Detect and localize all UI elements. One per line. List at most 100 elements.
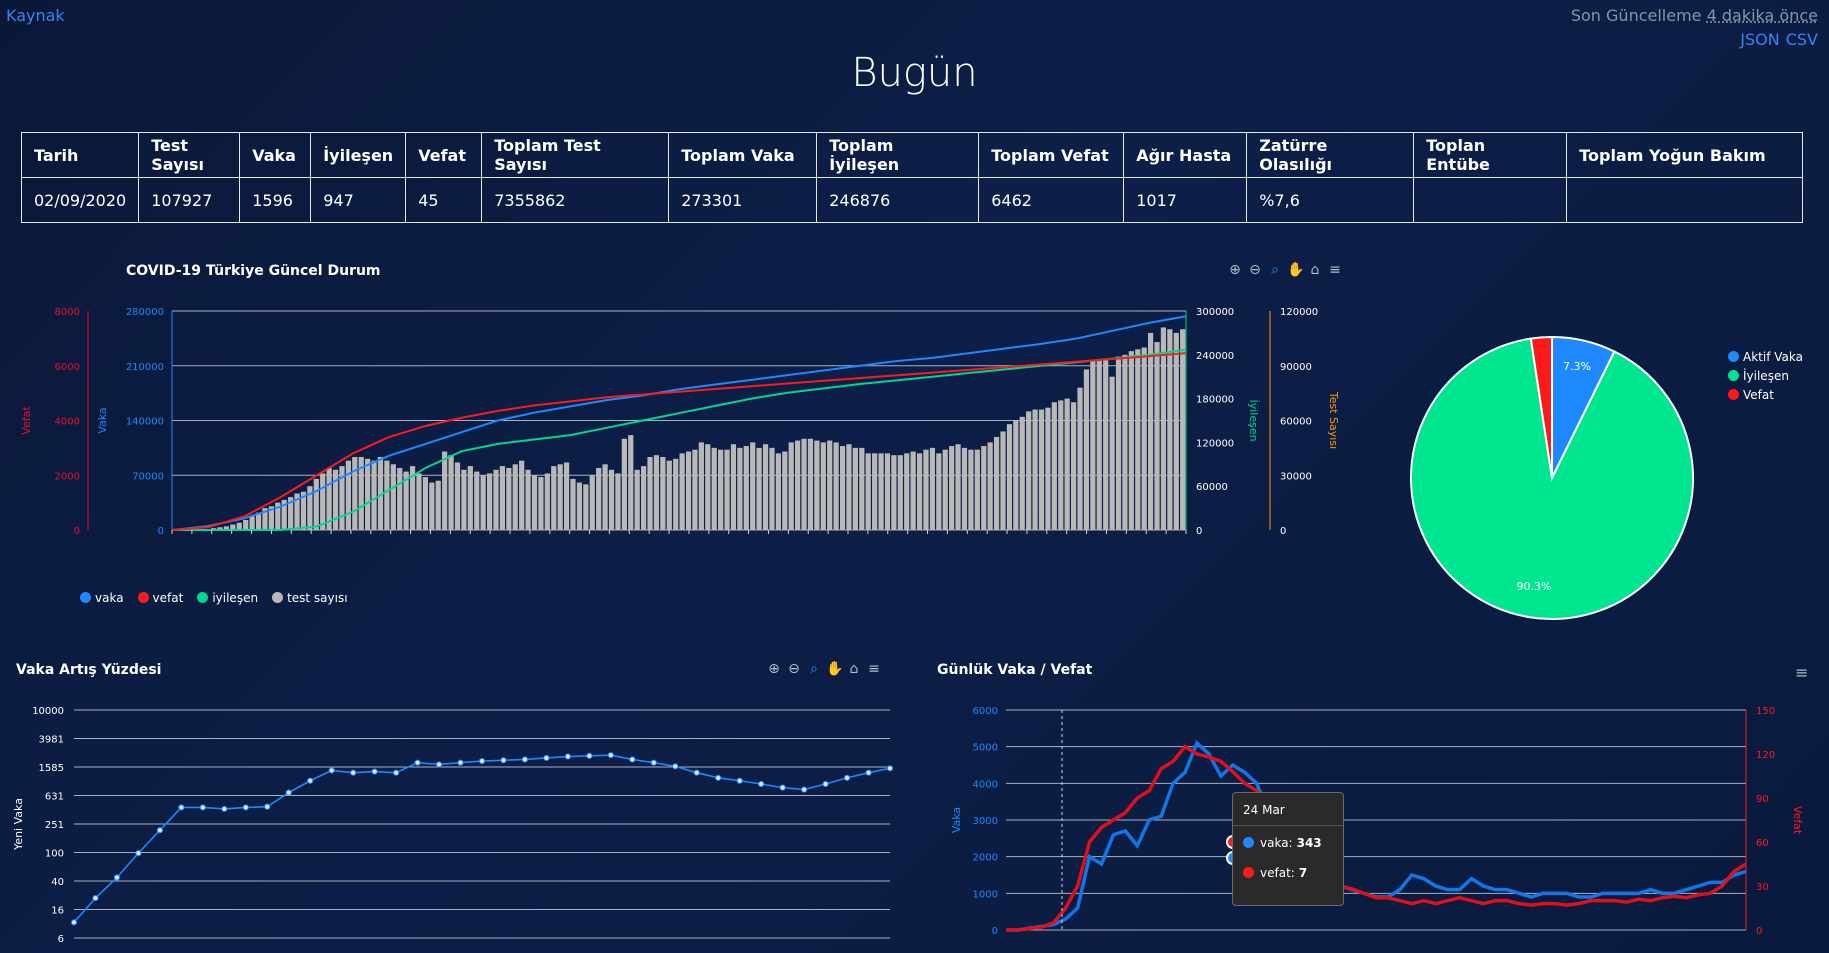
th-total-tests: Toplam Test Sayısı: [481, 132, 670, 178]
csv-link[interactable]: CSV: [1785, 30, 1818, 49]
tick-vaka: 70000: [132, 471, 164, 482]
zoom-select-icon[interactable]: ⌕: [1271, 262, 1279, 278]
bar-test: [1058, 400, 1064, 530]
bar-test: [1154, 342, 1160, 530]
legend-vefat[interactable]: vefat: [137, 591, 183, 605]
th-icu: Toplam Yoğun Bakım: [1566, 132, 1803, 178]
tick-growth: 16: [51, 906, 64, 917]
bar-test: [827, 440, 833, 530]
bar-test: [1070, 402, 1077, 530]
tick-vaka: 4000: [973, 779, 998, 790]
point-growth: [564, 753, 571, 760]
tick-vaka: 1000: [973, 889, 998, 900]
daily-ylabel-right: Vefat: [1791, 806, 1804, 835]
legend-test[interactable]: test sayısı: [272, 591, 348, 605]
point-growth: [715, 774, 722, 781]
tick-vaka: 3000: [973, 816, 998, 827]
bar-test: [884, 453, 891, 530]
bar-test: [429, 482, 435, 530]
bar-test: [660, 457, 666, 530]
th-total-cases: Toplam Vaka: [668, 132, 818, 178]
bar-test: [570, 478, 576, 530]
bar-test: [339, 466, 345, 530]
point-growth: [199, 804, 206, 811]
bar-test: [897, 455, 903, 530]
bar-test: [531, 475, 538, 530]
bar-test: [904, 453, 910, 530]
bar-test: [249, 516, 255, 530]
zoom-in-icon[interactable]: ⊕: [1229, 262, 1241, 278]
pie-legend-deaths[interactable]: Vefat: [1728, 388, 1803, 402]
menu-icon[interactable]: ≡: [1329, 262, 1341, 278]
line-iyilesen: [172, 348, 1187, 531]
reset-home-icon[interactable]: ⌂: [849, 661, 859, 677]
tick-vaka: 140000: [126, 417, 164, 428]
bar-test: [474, 471, 480, 530]
zoom-out-icon[interactable]: ⊖: [788, 661, 800, 677]
bar-test: [1083, 369, 1090, 530]
pan-hand-icon[interactable]: ✋: [826, 661, 844, 677]
bar-test: [1135, 349, 1141, 530]
tick-vaka: 2000: [973, 853, 998, 864]
zoom-select-icon[interactable]: ⌕: [810, 661, 818, 677]
bar-test: [666, 460, 672, 530]
bar-test: [1032, 409, 1038, 530]
bar-test: [499, 466, 506, 530]
bar-test: [1128, 351, 1134, 530]
bar-test: [1173, 332, 1179, 530]
main-chart-title: COVID-19 Türkiye Güncel Durum: [126, 263, 381, 279]
bar-test: [589, 475, 595, 530]
bar-test: [377, 457, 384, 530]
bar-test: [358, 457, 364, 530]
bar-test: [300, 491, 307, 530]
main-chart-legend: vaka vefat iyileşen test sayısı: [80, 591, 348, 605]
zoom-out-icon[interactable]: ⊖: [1249, 262, 1261, 278]
bar-test: [916, 453, 923, 530]
bar-test: [628, 435, 634, 530]
bar-test: [294, 493, 300, 530]
tick-growth: 40: [51, 877, 64, 888]
point-growth: [414, 759, 421, 766]
bar-test: [846, 444, 852, 530]
point-growth: [886, 765, 894, 772]
legend-vaka[interactable]: vaka: [80, 591, 124, 605]
bar-test: [596, 467, 602, 530]
bar-test: [486, 473, 493, 530]
bar-test: [236, 522, 242, 530]
cell-deaths: 45: [405, 177, 483, 223]
bar-test: [1160, 327, 1167, 530]
tick-vefat: 120: [1756, 750, 1775, 761]
point-growth: [843, 774, 851, 781]
bar-test: [217, 527, 223, 530]
bar-test: [718, 449, 724, 530]
bar-test: [442, 451, 448, 530]
axis-label-test: Test Sayısı: [1327, 391, 1340, 449]
bar-test: [602, 464, 608, 530]
tick-vefat: 6000: [55, 362, 80, 373]
bar-test: [448, 455, 454, 530]
source-link[interactable]: Kaynak: [6, 6, 65, 25]
point-growth: [822, 780, 829, 788]
json-link[interactable]: JSON: [1740, 30, 1780, 49]
bar-test: [737, 447, 743, 530]
point-growth: [607, 752, 614, 759]
pie-legend-active[interactable]: Aktif Vaka: [1728, 350, 1803, 364]
pan-hand-icon[interactable]: ✋: [1287, 262, 1305, 278]
legend-iyilesen[interactable]: iyileşen: [197, 591, 258, 605]
point-growth: [92, 894, 99, 902]
bar-test: [1026, 411, 1032, 530]
bar-test: [288, 497, 294, 530]
bar-test: [795, 440, 801, 530]
daily-menu-icon[interactable]: ≡: [1795, 663, 1809, 682]
tick-vaka: 0: [992, 926, 998, 937]
pie-legend-recovered[interactable]: İyileşen: [1728, 369, 1803, 383]
point-growth: [736, 777, 743, 784]
menu-icon[interactable]: ≡: [868, 661, 880, 677]
bar-test: [968, 449, 974, 530]
pie-slice: [1410, 337, 1694, 620]
zoom-in-icon[interactable]: ⊕: [768, 661, 780, 677]
reset-home-icon[interactable]: ⌂: [1310, 262, 1320, 278]
tick-vefat: 0: [74, 526, 80, 537]
bar-test: [538, 477, 544, 530]
